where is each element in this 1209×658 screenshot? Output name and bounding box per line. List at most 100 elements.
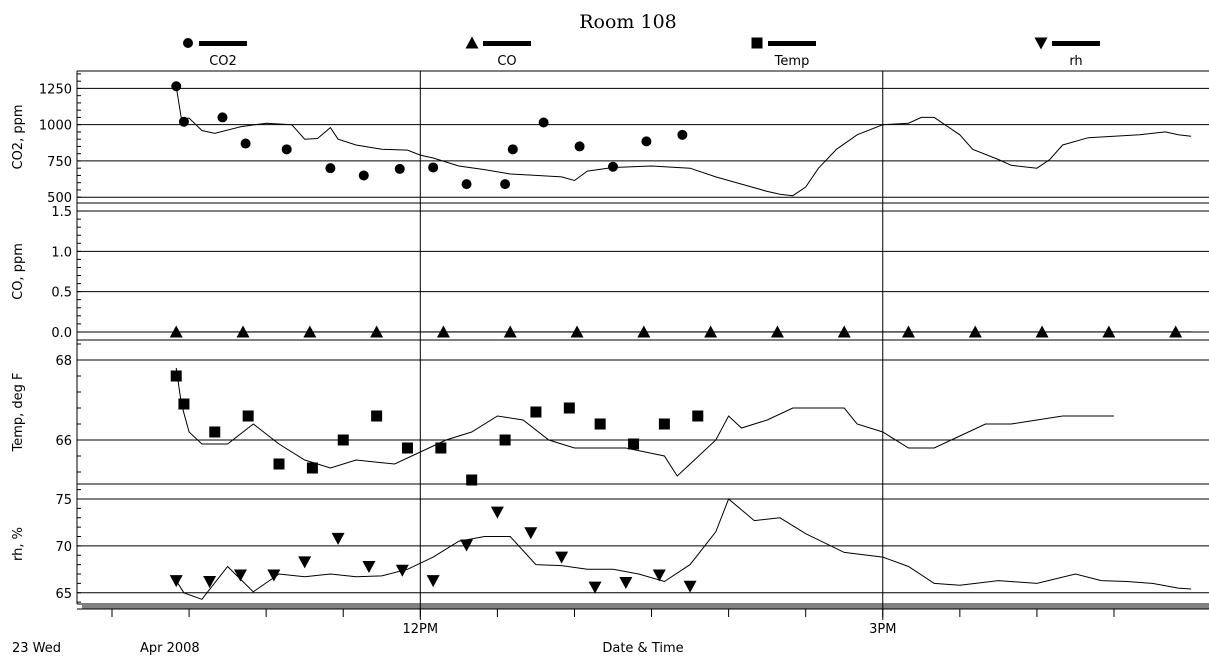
data-point-rh: [426, 575, 440, 588]
data-point-temp: [401, 442, 413, 454]
data-point-co2: [608, 161, 618, 172]
ylabel-temp: Temp, deg F: [11, 372, 26, 452]
data-point-temp: [692, 410, 704, 422]
data-point-temp: [530, 406, 542, 418]
ytick-label-co2: 1000: [39, 119, 72, 134]
ytick-label-rh: 65: [55, 587, 72, 602]
data-point-temp: [337, 434, 349, 446]
series-line-co2: [175, 86, 1192, 197]
data-point-rh: [203, 576, 217, 588]
ytick-label-co: 1.5: [51, 205, 72, 220]
data-point-temp: [242, 410, 254, 422]
x-axis-bar: [82, 604, 1209, 609]
data-point-temp: [466, 474, 478, 486]
data-point-rh: [169, 575, 183, 588]
data-point-co2: [574, 141, 585, 152]
data-point-co2: [217, 112, 228, 123]
data-point-co2: [461, 179, 472, 190]
legend-label-co: CO: [497, 54, 516, 69]
data-point-co2: [428, 162, 439, 173]
data-point-co2: [500, 179, 511, 190]
data-point-co: [968, 325, 982, 338]
data-point-co: [436, 325, 450, 338]
panel-co: 0.0 0.5 1.0 1.5 CO, ppm: [11, 205, 1209, 341]
ytick-label-co: 0.0: [51, 326, 72, 341]
data-point-rh: [460, 539, 474, 552]
data-point-co2: [240, 138, 251, 149]
data-point-co: [1169, 325, 1183, 338]
data-point-co: [770, 325, 784, 338]
legend-label-temp: Temp: [774, 54, 810, 69]
ytick-label-co: 1.0: [51, 245, 72, 260]
panel-temp: 66 68 Temp, deg F: [11, 343, 1209, 486]
data-point-co2: [641, 136, 652, 147]
data-point-co: [1102, 325, 1116, 338]
data-point-rh: [490, 506, 504, 519]
ytick-label-co2: 500: [47, 191, 72, 206]
data-point-co2: [171, 81, 182, 92]
x-axis-label: Date & Time: [602, 641, 683, 656]
data-point-co2: [178, 116, 189, 127]
data-point-rh: [267, 569, 281, 582]
data-point-co: [236, 325, 250, 338]
data-point-temp: [563, 402, 575, 414]
x-axis: 12PM 3PM: [77, 604, 1209, 637]
data-point-rh: [683, 580, 697, 593]
data-point-rh: [362, 561, 376, 573]
data-point-co: [837, 325, 851, 338]
data-point-temp: [499, 434, 511, 446]
data-point-co: [503, 325, 517, 338]
ylabel-co2: CO2, ppm: [11, 104, 26, 169]
x-month-label: Apr 2008: [140, 641, 200, 656]
data-point-rh: [233, 569, 247, 582]
ylabel-rh: rh, %: [11, 527, 26, 561]
legend-marker-co2: [183, 38, 193, 48]
legend: CO2 CO Temp rh: [183, 36, 1100, 69]
data-point-co: [570, 325, 584, 338]
legend-swatch-co: [483, 41, 531, 46]
data-point-temp: [273, 458, 285, 470]
ytick-label-co: 0.5: [51, 286, 72, 301]
data-point-temp: [306, 462, 318, 474]
data-point-co: [901, 325, 915, 338]
legend-marker-co: [465, 36, 479, 49]
data-point-co: [169, 325, 183, 338]
x-tick-label-3pm: 3PM: [869, 622, 896, 637]
ytick-label-temp: 66: [55, 434, 72, 449]
x-day-label: 23 Wed: [12, 641, 61, 656]
data-point-rh: [524, 527, 538, 540]
data-point-co: [637, 325, 651, 338]
data-point-rh: [619, 576, 633, 589]
data-point-temp: [209, 426, 221, 438]
plot-area: 500 750 1000 1250 CO2, ppm 0.0 0.5 1.0 1.5 CO, pp…: [11, 70, 1209, 605]
legend-swatch-temp: [768, 41, 816, 46]
data-point-co: [370, 325, 384, 338]
ytick-label-temp: 68: [55, 354, 72, 369]
series-line-rh: [175, 498, 1192, 600]
legend-marker-rh: [1034, 37, 1048, 50]
data-point-co: [1035, 325, 1049, 338]
ytick-label-co2: 750: [47, 155, 72, 170]
data-point-rh: [331, 532, 345, 545]
data-point-temp: [594, 418, 606, 430]
legend-marker-temp: [751, 37, 763, 49]
data-point-rh: [298, 556, 312, 569]
data-point-temp: [371, 410, 383, 422]
ylabel-co: CO, ppm: [11, 243, 26, 300]
data-point-co2: [677, 129, 688, 140]
chart-title: Room 108: [579, 11, 677, 33]
x-tick-label-12pm: 12PM: [403, 622, 439, 637]
data-point-co2: [538, 117, 549, 128]
data-point-temp: [435, 442, 447, 454]
legend-swatch-co2: [199, 41, 247, 46]
data-point-co: [303, 325, 317, 338]
data-point-co2: [325, 163, 336, 174]
data-point-temp: [658, 418, 670, 430]
data-point-co2: [507, 144, 518, 155]
data-point-co2: [281, 144, 292, 155]
data-point-co: [704, 325, 718, 338]
ytick-label-co2: 1250: [39, 82, 72, 97]
data-point-temp: [178, 398, 190, 410]
data-point-rh: [588, 581, 602, 594]
